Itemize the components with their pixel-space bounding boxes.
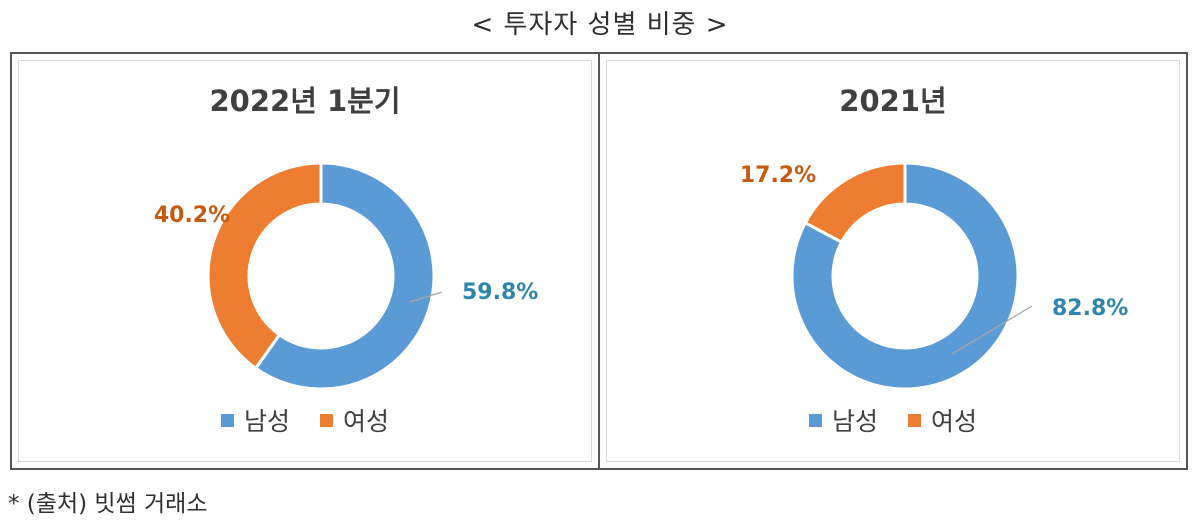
donut-chart-2022q1: 59.8% 40.2%	[154, 161, 538, 391]
chart-title: 2021년	[839, 84, 947, 118]
chart-legend: 남성 여성	[600, 402, 1186, 438]
data-label-male: 82.8%	[1052, 296, 1128, 321]
legend-swatch-female	[320, 413, 333, 427]
chart-legend: 남성 여성	[12, 402, 598, 438]
chart-title: 2022년 1분기	[209, 84, 401, 118]
data-label-female: 17.2%	[740, 163, 816, 188]
chart-area	[606, 60, 1180, 462]
legend-swatch-male	[220, 413, 234, 427]
legend-swatch-female	[908, 413, 921, 427]
data-label-female: 40.2%	[154, 203, 230, 228]
donut-slice-male	[253, 161, 436, 391]
legend-item-male: 남성	[220, 402, 290, 438]
chart-panel-2022q1: 2022년 1분기 59.8% 40.2% 남성 여성	[12, 54, 600, 468]
donut-slice-male	[790, 161, 1020, 391]
donut-slice-female	[206, 161, 323, 371]
legend-label-male: 남성	[243, 407, 290, 436]
page-title: < 투자자 성별 비중 >	[471, 10, 729, 40]
legend-item-male: 남성	[808, 402, 878, 438]
data-label-male: 59.8%	[462, 280, 538, 305]
donut-slice-female	[803, 161, 907, 245]
legend-label-female: 여성	[931, 407, 978, 436]
label-leader-line	[409, 291, 443, 303]
legend-item-female: 여성	[320, 402, 389, 438]
legend-label-female: 여성	[343, 407, 390, 436]
source-footnote: * (출처) 빗썸 거래소	[8, 491, 208, 517]
chart-area	[18, 60, 592, 462]
chart-panel-2021: 2021년 82.8% 17.2% 남성 여성	[600, 54, 1186, 468]
legend-swatch-male	[808, 413, 822, 427]
charts-frame: 2022년 1분기 59.8% 40.2% 남성 여성 2021년 82.8% 17…	[10, 52, 1188, 470]
label-leader-line	[951, 305, 1033, 355]
legend-label-male: 남성	[831, 407, 878, 436]
donut-chart-2021: 82.8% 17.2%	[740, 161, 1128, 391]
legend-item-female: 여성	[908, 402, 977, 438]
